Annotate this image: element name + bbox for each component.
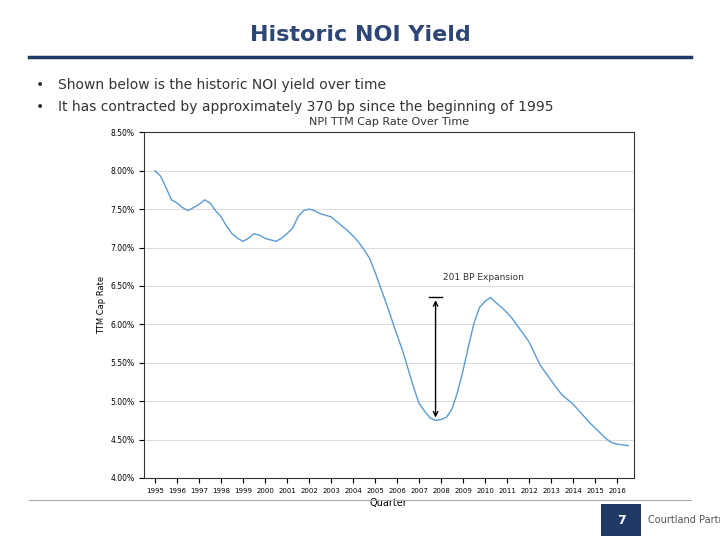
Text: It has contracted by approximately 370 bp since the beginning of 1995: It has contracted by approximately 370 b… bbox=[58, 100, 553, 114]
Text: •: • bbox=[36, 100, 44, 114]
Text: 201 BP Expansion: 201 BP Expansion bbox=[444, 273, 524, 282]
Text: Shown below is the historic NOI yield over time: Shown below is the historic NOI yield ov… bbox=[58, 78, 386, 92]
Text: Courtland Partners, Ltd.: Courtland Partners, Ltd. bbox=[648, 515, 720, 525]
Y-axis label: TTM Cap Rate: TTM Cap Rate bbox=[97, 276, 106, 334]
X-axis label: Quarter: Quarter bbox=[370, 498, 408, 508]
Text: Historic NOI Yield: Historic NOI Yield bbox=[250, 25, 470, 45]
Title: NPI TTM Cap Rate Over Time: NPI TTM Cap Rate Over Time bbox=[309, 117, 469, 127]
Text: 7: 7 bbox=[616, 514, 626, 526]
Text: •: • bbox=[36, 78, 44, 92]
